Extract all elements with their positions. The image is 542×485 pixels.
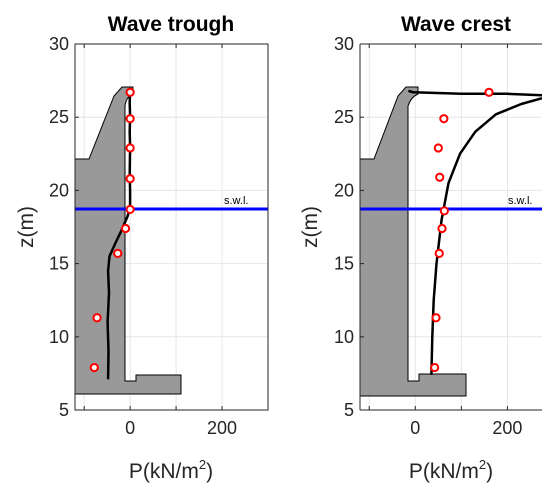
y-tick-label: 10 bbox=[49, 327, 69, 347]
measured-pressure-point bbox=[89, 362, 99, 373]
measured-pressure-point bbox=[439, 206, 449, 216]
breakwater-structure bbox=[359, 86, 467, 397]
y-tick-label: 5 bbox=[59, 400, 69, 420]
y-tick-label: 15 bbox=[334, 254, 354, 274]
series-layer bbox=[89, 87, 135, 380]
y-tick-label: 30 bbox=[49, 34, 69, 54]
y-tick-label: 15 bbox=[49, 254, 69, 274]
y-axis-label: z(m) bbox=[15, 206, 38, 248]
chart-title: Wave trough bbox=[108, 13, 234, 36]
axis-ticks: 0 200 5 10 15 20 25 30 bbox=[334, 34, 522, 438]
measured-pressure-point bbox=[430, 362, 440, 373]
measured-pressure-point bbox=[484, 87, 494, 97]
x-tick-label: 200 bbox=[492, 418, 522, 438]
measured-pressure-point bbox=[92, 313, 102, 323]
panel-wave-crest: s.w.l. 0 200 5 10 15 20 25 30 Wave crest P(kN/m… bbox=[299, 13, 542, 483]
y-tick-label: 25 bbox=[49, 107, 69, 127]
x-tick-label: 0 bbox=[125, 418, 135, 438]
measured-pressure-point bbox=[433, 143, 443, 153]
y-tick-label: 5 bbox=[344, 400, 354, 420]
measured-pressure-point bbox=[437, 223, 447, 234]
y-tick-label: 10 bbox=[334, 327, 354, 347]
swl-label: s.w.l. bbox=[508, 195, 532, 207]
x-tick-label: 200 bbox=[207, 418, 237, 438]
x-axis-label: P(kN/m2) bbox=[129, 457, 213, 483]
y-tick-label: 25 bbox=[334, 107, 354, 127]
measured-pressure-point bbox=[125, 204, 135, 215]
x-tick-label: 0 bbox=[410, 418, 420, 438]
pressure-profile-line bbox=[408, 89, 542, 97]
caisson-body bbox=[359, 86, 467, 397]
measured-pressure-point bbox=[120, 223, 131, 234]
measured-pressure-point bbox=[125, 143, 135, 153]
y-axis-label: z(m) bbox=[299, 206, 322, 248]
series-layer bbox=[408, 87, 542, 375]
measured-pressure-point bbox=[434, 248, 444, 258]
panel-wave-trough: s.w.l. 0 200 5 10 15 20 25 30 Wave trough P(kN/… bbox=[15, 13, 269, 483]
measured-pressure-point bbox=[125, 87, 135, 97]
y-tick-label: 20 bbox=[334, 180, 354, 200]
chart-title: Wave crest bbox=[401, 13, 511, 36]
measured-pressure-point bbox=[113, 248, 123, 258]
measured-pressure-point bbox=[125, 174, 135, 184]
measured-pressure-point bbox=[431, 313, 441, 323]
measured-pressure-point bbox=[125, 114, 135, 124]
pressure-profile-line bbox=[430, 96, 542, 375]
measured-pressure-point bbox=[439, 114, 449, 124]
measured-pressure-point bbox=[435, 172, 445, 182]
axis-ticks: 0 200 5 10 15 20 25 30 bbox=[49, 34, 269, 438]
x-axis-label: P(kN/m2) bbox=[409, 457, 493, 483]
y-tick-label: 30 bbox=[334, 34, 354, 54]
y-tick-label: 20 bbox=[49, 180, 69, 200]
pressure-profile-line bbox=[106, 87, 132, 380]
axes-box bbox=[74, 43, 269, 411]
swl-label: s.w.l. bbox=[224, 195, 248, 207]
